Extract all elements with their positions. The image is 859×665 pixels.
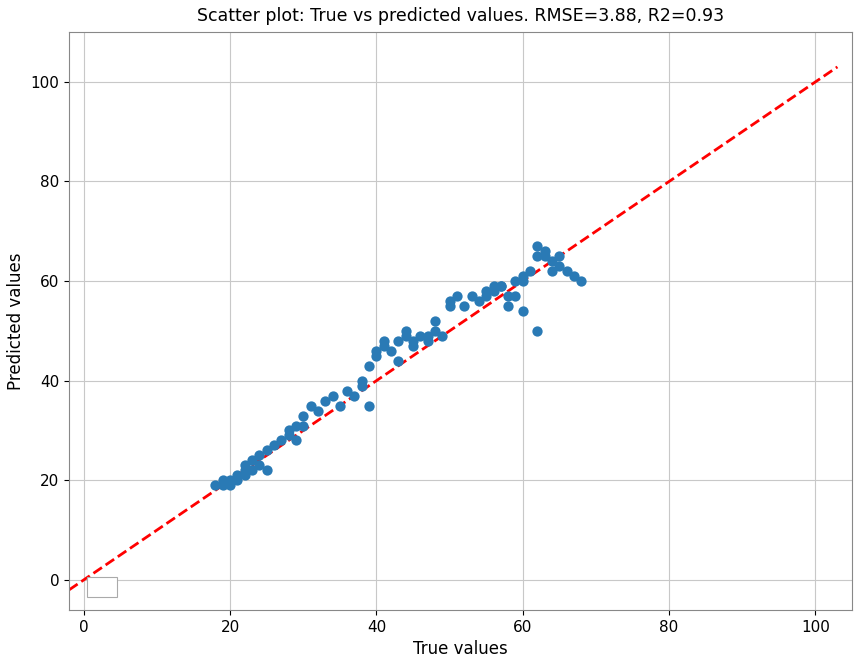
- Point: [442, 301, 456, 311]
- Point: [487, 281, 501, 291]
- Point: [457, 301, 471, 311]
- Point: [245, 455, 259, 465]
- Point: [428, 326, 442, 336]
- Point: [238, 460, 252, 471]
- Point: [245, 465, 259, 475]
- FancyBboxPatch shape: [88, 577, 117, 597]
- Point: [575, 276, 588, 287]
- Point: [377, 340, 391, 351]
- Point: [494, 281, 508, 291]
- Point: [304, 400, 318, 411]
- Point: [289, 420, 303, 431]
- Point: [392, 336, 405, 346]
- Point: [223, 480, 237, 491]
- Point: [348, 390, 362, 401]
- Point: [523, 266, 537, 277]
- Point: [516, 276, 530, 287]
- Point: [502, 301, 515, 311]
- Point: [436, 331, 449, 341]
- Point: [406, 336, 420, 346]
- Point: [502, 291, 515, 301]
- Point: [567, 271, 581, 281]
- Point: [362, 400, 376, 411]
- Point: [479, 291, 493, 301]
- Point: [399, 326, 412, 336]
- Point: [509, 276, 522, 287]
- Point: [289, 435, 303, 446]
- Point: [216, 480, 229, 491]
- Point: [531, 326, 545, 336]
- Point: [311, 405, 325, 416]
- Point: [230, 475, 244, 485]
- Point: [406, 340, 420, 351]
- Point: [421, 336, 435, 346]
- Point: [362, 360, 376, 371]
- Point: [253, 460, 266, 471]
- Point: [377, 336, 391, 346]
- Point: [450, 291, 464, 301]
- Point: [369, 346, 383, 356]
- Point: [428, 316, 442, 327]
- Point: [442, 296, 456, 307]
- Point: [282, 425, 295, 436]
- Point: [516, 306, 530, 317]
- Point: [384, 346, 398, 356]
- Point: [472, 296, 485, 307]
- Point: [319, 395, 332, 406]
- Point: [238, 470, 252, 481]
- Point: [545, 256, 559, 267]
- Point: [355, 380, 369, 391]
- Point: [296, 410, 310, 421]
- Point: [267, 440, 281, 451]
- Title: Scatter plot: True vs predicted values. RMSE=3.88, R2=0.93: Scatter plot: True vs predicted values. …: [197, 7, 724, 25]
- Point: [531, 241, 545, 251]
- Y-axis label: Predicted values: Predicted values: [7, 252, 25, 390]
- Point: [253, 450, 266, 461]
- Point: [516, 271, 530, 281]
- Point: [552, 261, 566, 271]
- Point: [223, 475, 237, 485]
- Point: [369, 350, 383, 361]
- Point: [545, 266, 559, 277]
- Point: [326, 390, 339, 401]
- X-axis label: True values: True values: [413, 640, 508, 658]
- Point: [413, 331, 427, 341]
- Point: [465, 291, 478, 301]
- Point: [560, 266, 574, 277]
- Point: [209, 480, 222, 491]
- Point: [538, 251, 551, 261]
- Point: [259, 445, 273, 456]
- Point: [392, 355, 405, 366]
- Point: [487, 286, 501, 297]
- Point: [216, 475, 229, 485]
- Point: [274, 435, 288, 446]
- Point: [552, 251, 566, 261]
- Point: [259, 465, 273, 475]
- Point: [421, 331, 435, 341]
- Point: [538, 246, 551, 257]
- Point: [355, 375, 369, 386]
- Point: [238, 465, 252, 475]
- Point: [333, 400, 347, 411]
- Point: [509, 291, 522, 301]
- Point: [282, 430, 295, 441]
- Point: [399, 331, 412, 341]
- Point: [296, 420, 310, 431]
- Point: [479, 286, 493, 297]
- Point: [230, 470, 244, 481]
- Point: [340, 385, 354, 396]
- Point: [531, 251, 545, 261]
- Point: [494, 281, 508, 291]
